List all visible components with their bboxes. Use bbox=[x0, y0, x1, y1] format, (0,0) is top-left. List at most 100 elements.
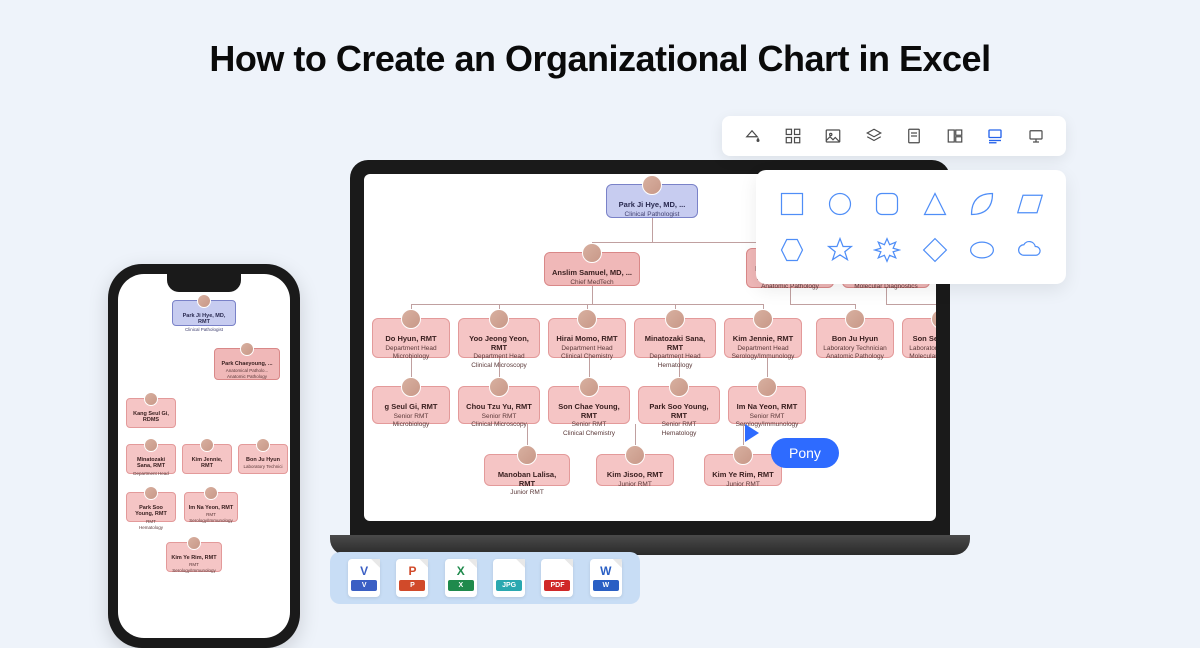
shapes-row-2 bbox=[776, 234, 1046, 266]
org-node[interactable]: g Seul Gi, RMTSenior RMTMicrobiology bbox=[372, 386, 450, 424]
phone-notch bbox=[167, 274, 241, 292]
org-node[interactable]: Kim Jennie, RMT bbox=[182, 444, 232, 474]
cursor-pointer-icon bbox=[745, 424, 759, 442]
style-icon[interactable] bbox=[985, 126, 1005, 146]
node-dept2: Serology/Immunology bbox=[731, 353, 795, 360]
format-powerpoint[interactable]: PP bbox=[396, 559, 428, 597]
shape-ellipse[interactable] bbox=[966, 234, 998, 266]
org-node[interactable]: Park Soo Young, RMTSenior RMTHematology bbox=[638, 386, 720, 424]
org-node[interactable]: Kim Ye Rim, RMTJunior RMT bbox=[704, 454, 782, 486]
image-icon[interactable] bbox=[823, 126, 843, 146]
org-node[interactable]: Do Hyun, RMTDepartment HeadMicrobiology bbox=[372, 318, 450, 358]
node-dept2: Anatomic Pathology bbox=[823, 353, 887, 360]
org-node[interactable]: Im Na Yeon, RMTSenior RMTSerology/Immuno… bbox=[728, 386, 806, 424]
format-jpg[interactable]: JPG bbox=[493, 559, 525, 597]
org-node[interactable]: Hirai Momo, RMTDepartment HeadClinical C… bbox=[548, 318, 626, 358]
node-dept: Junior RMT bbox=[603, 481, 667, 488]
node-name: Hirai Momo, RMT bbox=[555, 335, 619, 344]
shape-square[interactable] bbox=[776, 188, 808, 220]
node-dept2: Hematology bbox=[641, 362, 709, 369]
node-dept2: Anatomic Pathology bbox=[753, 283, 827, 290]
node-dept: Department Head bbox=[555, 345, 619, 352]
format-visio[interactable]: VV bbox=[348, 559, 380, 597]
shape-rounded[interactable] bbox=[871, 188, 903, 220]
node-name: Kang Seul Gi, RDMS bbox=[130, 411, 172, 424]
connector bbox=[652, 218, 653, 242]
org-node[interactable]: Minatozaki Sana, RMTDepartment HeadHemat… bbox=[634, 318, 716, 358]
avatar bbox=[204, 486, 218, 500]
org-node[interactable]: Park Chaeyoung, ...Anatomical Patholo...… bbox=[214, 348, 280, 380]
style-toolbar bbox=[722, 116, 1066, 156]
org-node[interactable]: Kim Jisoo, RMTJunior RMT bbox=[596, 454, 674, 486]
avatar bbox=[753, 309, 773, 329]
node-dept: Senior RMT bbox=[645, 421, 713, 428]
node-name: Im Na Yeon, RMT bbox=[735, 403, 799, 412]
avatar bbox=[200, 438, 214, 452]
node-name: Son Chae Young, RMT bbox=[555, 403, 623, 420]
grid-icon[interactable] bbox=[783, 126, 803, 146]
node-name: Minatozaki Sana, RMT bbox=[641, 335, 709, 352]
page-icon[interactable] bbox=[904, 126, 924, 146]
node-name: Bon Ju Hyun bbox=[823, 335, 887, 344]
format-label: P bbox=[399, 580, 425, 591]
org-chart-phone: Park Ji Hye, MD, RMTClinical Pathologist… bbox=[118, 274, 290, 638]
avatar bbox=[240, 342, 254, 356]
node-name: Minatozaki Sana, RMT bbox=[130, 457, 172, 470]
layers-icon[interactable] bbox=[864, 126, 884, 146]
node-name: Anslim Samuel, MD, ... bbox=[551, 269, 633, 278]
avatar bbox=[144, 486, 158, 500]
node-dept: Department Head bbox=[641, 353, 709, 360]
org-node[interactable]: Kim Jennie, RMTDepartment HeadSerology/I… bbox=[724, 318, 802, 358]
format-word[interactable]: WW bbox=[590, 559, 622, 597]
avatar bbox=[845, 309, 865, 329]
org-node[interactable]: Manoban Lalisa, RMTJunior RMT bbox=[484, 454, 570, 486]
node-dept: RMT bbox=[170, 562, 218, 567]
node-dept2: Microbiology bbox=[379, 421, 443, 428]
org-node[interactable]: Bon Ju HyunLaboratory TechnicianAnatomic… bbox=[816, 318, 894, 358]
node-dept: Chief MedTech bbox=[551, 279, 633, 286]
avatar bbox=[757, 377, 777, 397]
node-name: g Seul Gi, RMT bbox=[379, 403, 443, 412]
org-node[interactable]: Son Seung WanLaboratory TechnicianMolecu… bbox=[902, 318, 936, 358]
file-fold-icon bbox=[516, 559, 525, 568]
format-label: W bbox=[593, 580, 619, 591]
shape-cloud[interactable] bbox=[1014, 234, 1046, 266]
avatar bbox=[187, 536, 201, 550]
org-node[interactable]: Kim Ye Rim, RMTRMTSerology/Immunology bbox=[166, 542, 222, 572]
org-node[interactable]: Park Ji Hye, MD, ...Clinical Pathologist bbox=[606, 184, 698, 218]
fill-icon[interactable] bbox=[742, 126, 762, 146]
format-pdf[interactable]: PDF bbox=[541, 559, 573, 597]
format-excel[interactable]: XX bbox=[445, 559, 477, 597]
org-node[interactable]: Chou Tzu Yu, RMTSenior RMTClinical Micro… bbox=[458, 386, 540, 424]
node-name: Park Ji Hye, MD, RMT bbox=[176, 313, 232, 326]
org-node[interactable]: Minatozaki Sana, RMTDepartment Head bbox=[126, 444, 176, 474]
shape-parallelogram[interactable] bbox=[1014, 188, 1046, 220]
node-name: Kim Ye Rim, RMT bbox=[170, 555, 218, 561]
connector bbox=[886, 304, 936, 305]
org-node[interactable]: Son Chae Young, RMTSenior RMTClinical Ch… bbox=[548, 386, 630, 424]
org-node[interactable]: Park Ji Hye, MD, RMTClinical Pathologist bbox=[172, 300, 236, 326]
avatar bbox=[197, 294, 211, 308]
present-icon[interactable] bbox=[1026, 126, 1046, 146]
org-node[interactable]: Park Soo Young, RMTRMTHematology bbox=[126, 492, 176, 522]
org-node[interactable]: Im Na Yeon, RMTRMTSerology/Immunology bbox=[184, 492, 238, 522]
shape-star[interactable] bbox=[824, 234, 856, 266]
shape-triangle[interactable] bbox=[919, 188, 951, 220]
shape-circle[interactable] bbox=[824, 188, 856, 220]
layout-icon[interactable] bbox=[945, 126, 965, 146]
avatar bbox=[577, 309, 597, 329]
node-name: Kim Jennie, RMT bbox=[186, 457, 228, 470]
shape-diamond[interactable] bbox=[919, 234, 951, 266]
org-node[interactable]: Kang Seul Gi, RDMS bbox=[126, 398, 176, 428]
node-name: Chou Tzu Yu, RMT bbox=[465, 403, 533, 412]
node-dept: Laboratory Technician bbox=[909, 345, 936, 352]
org-node[interactable]: Bon Ju HyunLaboratory Technici bbox=[238, 444, 288, 474]
shape-leaf[interactable] bbox=[966, 188, 998, 220]
shape-hexagon[interactable] bbox=[776, 234, 808, 266]
shape-burst[interactable] bbox=[871, 234, 903, 266]
avatar bbox=[489, 309, 509, 329]
avatar bbox=[144, 392, 158, 406]
node-dept: Department Head bbox=[731, 345, 795, 352]
org-node[interactable]: Yoo Jeong Yeon, RMTDepartment HeadClinic… bbox=[458, 318, 540, 358]
org-node[interactable]: Anslim Samuel, MD, ...Chief MedTech bbox=[544, 252, 640, 286]
